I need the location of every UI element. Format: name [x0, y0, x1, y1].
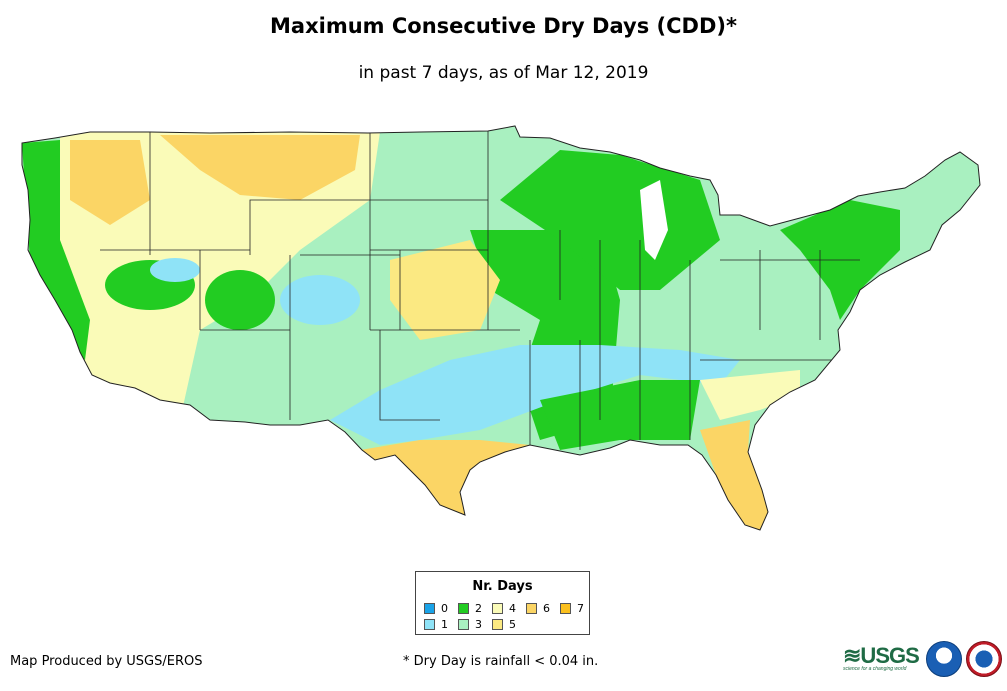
region-kansas-5-days	[390, 240, 500, 340]
legend-label: 4	[509, 602, 516, 615]
region-nevada-1-day	[150, 258, 200, 282]
map-title: Maximum Consecutive Dry Days (CDD)*	[270, 14, 737, 38]
legend-swatch	[458, 619, 469, 630]
noaa-logo	[926, 641, 962, 677]
region-northwest-6-days	[70, 140, 150, 225]
region-utah-2-days	[205, 270, 275, 330]
legend-item-5: 5	[492, 618, 516, 631]
region-north-rockies-6-days	[160, 135, 360, 200]
legend-label: 2	[475, 602, 482, 615]
map-credit: Map Produced by USGS/EROS	[10, 654, 203, 669]
region-colorado-1-day	[280, 275, 360, 325]
legend-label: 0	[441, 602, 448, 615]
legend-label: 1	[441, 618, 448, 631]
lake-michigan	[640, 180, 668, 260]
legend-swatch	[492, 603, 503, 614]
legend-label: 6	[543, 602, 550, 615]
legend-item-3: 3	[458, 618, 482, 631]
legend-swatch	[458, 603, 469, 614]
legend-swatch	[526, 603, 537, 614]
legend-item-0: 0	[424, 602, 448, 615]
legend-item-6: 6	[526, 602, 550, 615]
legend-label: 5	[509, 618, 516, 631]
state-boundaries	[100, 131, 860, 450]
legend-label: 7	[577, 602, 584, 615]
legend-item-7: 7	[560, 602, 584, 615]
region-upper-midwest-2-days	[500, 150, 720, 290]
region-southeast-4-days	[700, 370, 800, 420]
legend-item-1: 1	[424, 618, 448, 631]
legend: Nr. Days 0 1 2 3 4 5 6 7	[415, 571, 590, 635]
legend-title: Nr. Days	[472, 579, 533, 594]
legend-swatch	[560, 603, 571, 614]
map-subtitle: in past 7 days, as of Mar 12, 2019	[358, 63, 649, 83]
region-pacific-coast-2-days	[22, 140, 90, 360]
usgs-logo-text: ≋USGS	[843, 643, 920, 668]
legend-label: 3	[475, 618, 482, 631]
legend-swatch	[492, 619, 503, 630]
legend-item-4: 4	[492, 602, 516, 615]
region-texas-6-days	[360, 440, 530, 515]
legend-item-2: 2	[458, 602, 482, 615]
legend-swatch	[424, 619, 435, 630]
region-florida-6-days	[700, 420, 768, 530]
us-outline	[21, 125, 981, 531]
nws-logo	[966, 641, 1002, 677]
usgs-tagline: science for a changing world	[843, 666, 907, 672]
dry-day-footnote: * Dry Day is rainfall < 0.04 in.	[403, 654, 599, 669]
us-dry-days-map	[21, 125, 981, 531]
legend-swatch	[424, 603, 435, 614]
usgs-logo: ≋USGS	[843, 643, 920, 669]
